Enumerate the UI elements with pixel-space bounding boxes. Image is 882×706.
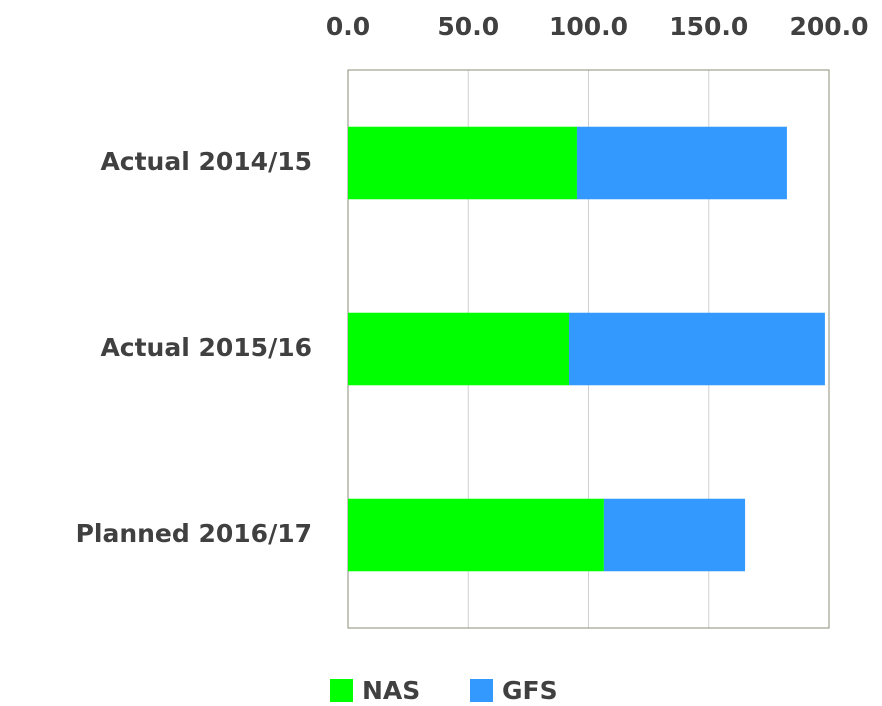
bar — [569, 312, 825, 386]
y-tick-label: Actual 2014/15 — [100, 147, 312, 176]
bar — [603, 498, 746, 572]
x-tick-label: 50.0 — [437, 12, 499, 41]
y-tick-label: Actual 2015/16 — [100, 333, 312, 362]
x-tick-label: 0.0 — [326, 12, 370, 41]
x-tick-label: 200.0 — [789, 12, 868, 41]
legend-label: GFS — [502, 676, 558, 705]
bar — [576, 126, 787, 200]
legend-swatch — [470, 679, 493, 702]
bar — [348, 498, 604, 572]
legend-label: NAS — [362, 676, 420, 705]
x-tick-label: 150.0 — [669, 12, 748, 41]
x-tick-label: 100.0 — [549, 12, 628, 41]
bar — [348, 312, 570, 386]
legend-swatch — [330, 679, 353, 702]
y-tick-label: Planned 2016/17 — [76, 519, 312, 548]
bar — [348, 126, 577, 200]
